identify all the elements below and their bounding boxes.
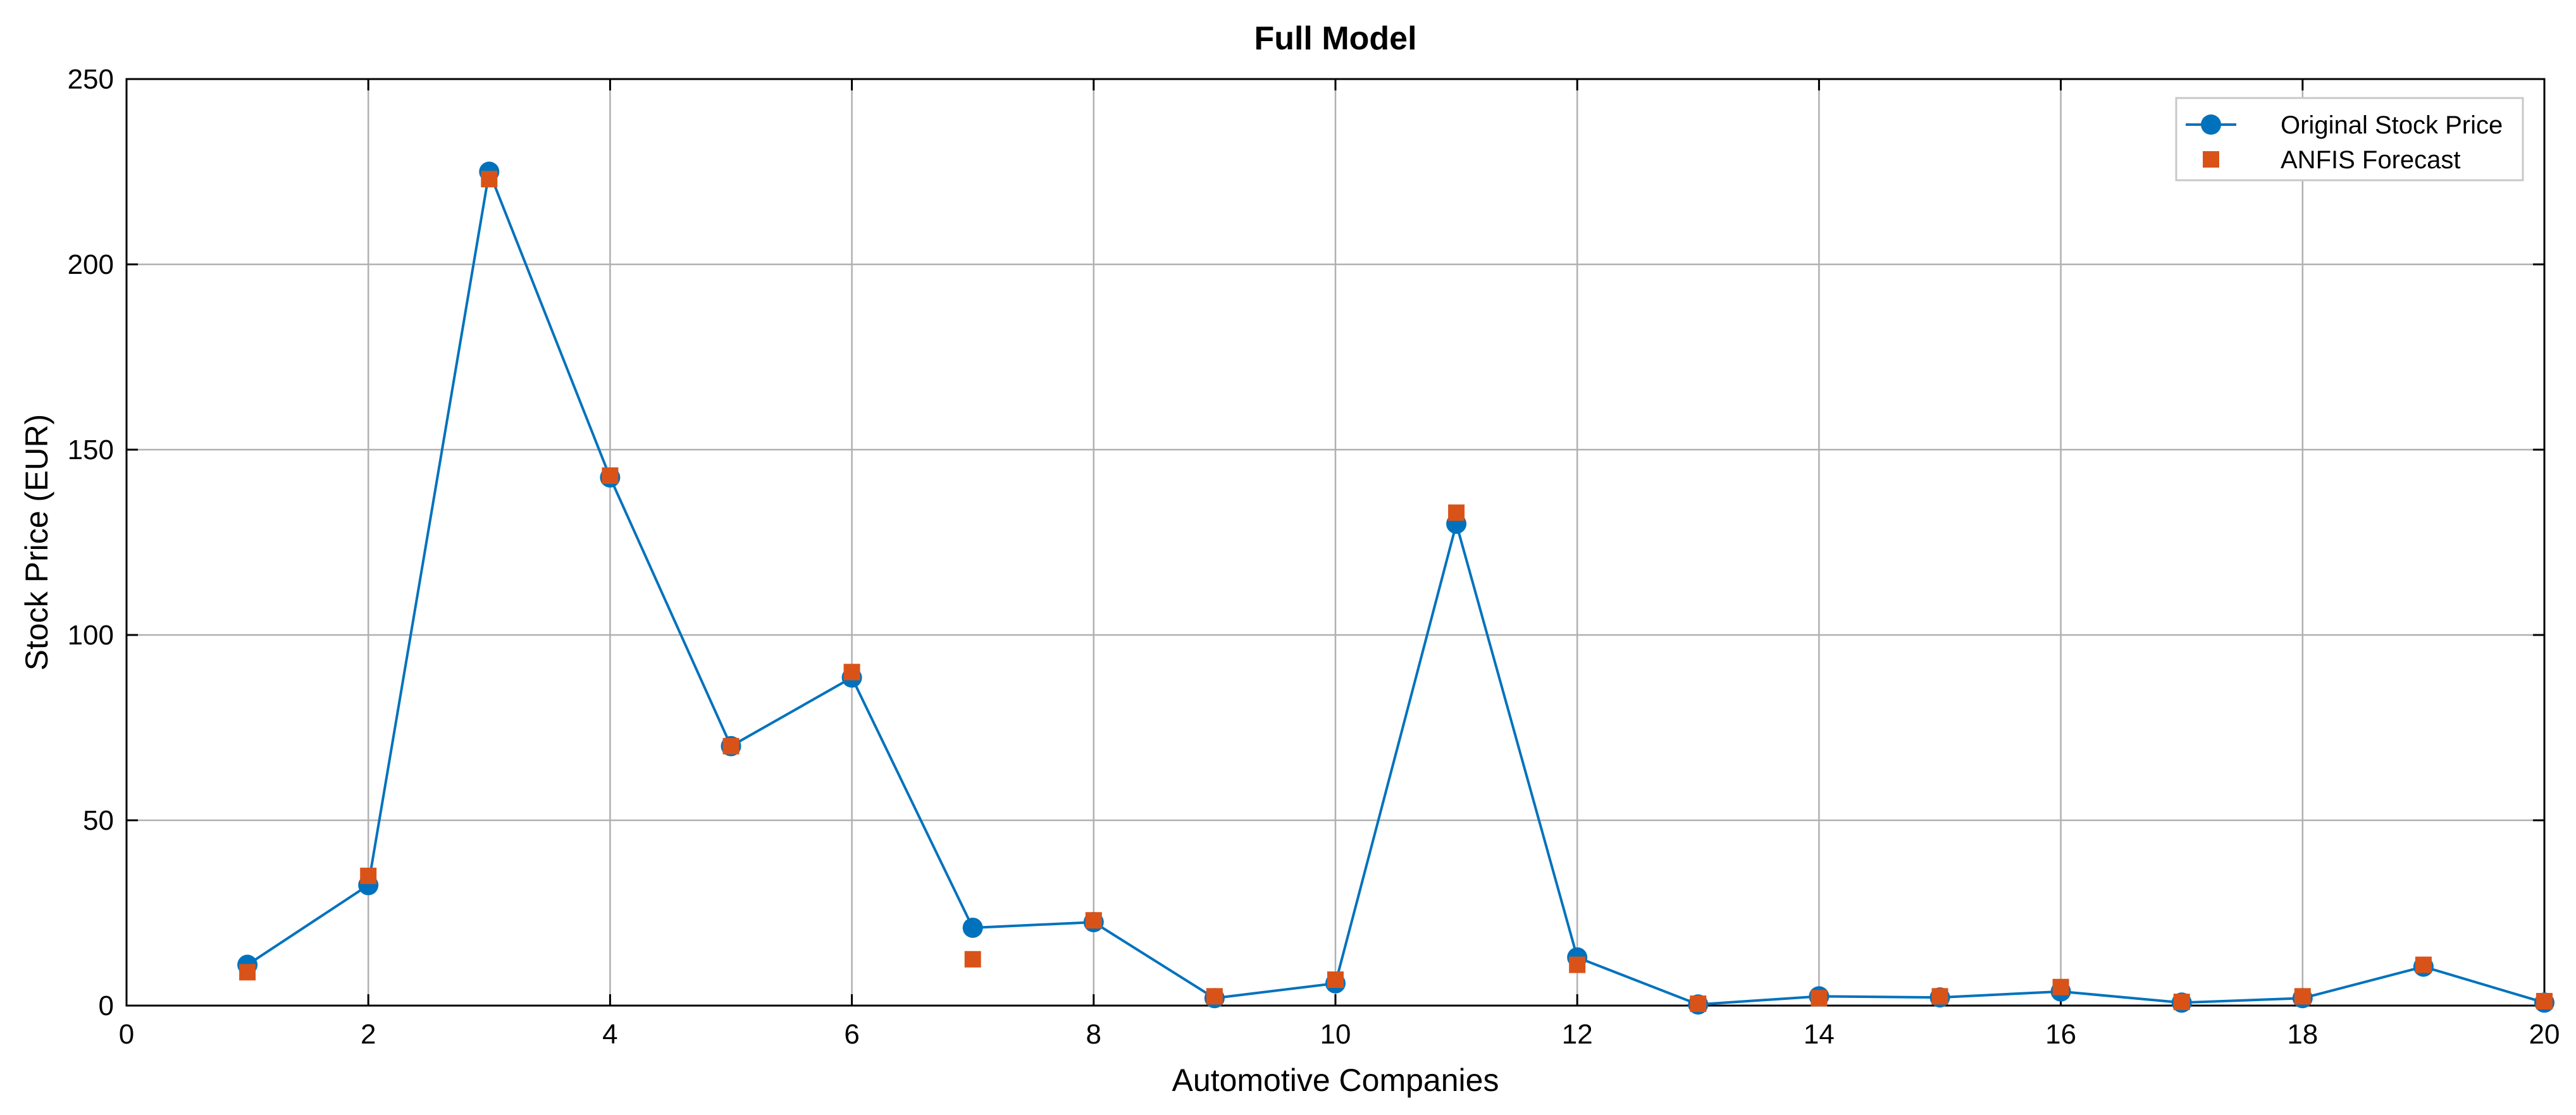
y-tick-label: 0 <box>99 990 114 1021</box>
legend-square-swatch <box>2203 151 2219 168</box>
x-tick-label: 14 <box>1804 1019 1835 1050</box>
anfis-forecast-point <box>2536 992 2553 1009</box>
anfis-forecast-point <box>1327 971 1344 988</box>
x-tick-label: 2 <box>361 1019 376 1050</box>
anfis-forecast-point <box>1569 956 1586 973</box>
anfis-forecast-point <box>2294 988 2311 1005</box>
y-tick-label: 250 <box>68 64 114 95</box>
series-layer <box>237 161 2554 1015</box>
grid <box>127 79 2544 1006</box>
anfis-forecast-point <box>1448 504 1465 521</box>
x-tick-label: 18 <box>2287 1019 2318 1050</box>
anfis-forecast-point <box>1811 990 1828 1007</box>
x-tick-label: 10 <box>1320 1019 1351 1050</box>
y-tick-label: 100 <box>68 620 114 651</box>
y-tick-label: 200 <box>68 249 114 280</box>
anfis-forecast-point <box>2415 956 2432 973</box>
legend-circle-swatch <box>2201 114 2221 135</box>
anfis-forecast-point <box>722 737 740 755</box>
anfis-forecast-point <box>360 867 377 884</box>
anfis-forecast-point <box>602 467 619 484</box>
x-tick-label: 6 <box>844 1019 859 1050</box>
legend-label-original: Original Stock Price <box>2281 111 2503 139</box>
legend-box <box>2175 97 2524 182</box>
anfis-forecast-point <box>1931 988 1948 1005</box>
chart-title: Full Model <box>1254 20 1416 57</box>
y-axis-label: Stock Price (EUR) <box>19 414 54 671</box>
x-tick-label: 8 <box>1086 1019 1101 1050</box>
y-tick-label: 50 <box>83 805 114 836</box>
x-axis-label: Automotive Companies <box>1172 1063 1499 1098</box>
x-tick-label: 4 <box>602 1019 617 1050</box>
x-tick-label: 20 <box>2529 1019 2560 1050</box>
original-stock-price-point <box>962 917 983 938</box>
anfis-forecast-point <box>481 171 498 188</box>
legend-label-forecast: ANFIS Forecast <box>2281 146 2461 174</box>
anfis-forecast-point <box>1206 988 1223 1005</box>
anfis-forecast-point <box>1690 995 1707 1013</box>
y-tick-label: 150 <box>68 434 114 465</box>
anfis-forecast-point <box>964 951 981 968</box>
anfis-forecast-point <box>1085 912 1102 929</box>
x-tick-label: 0 <box>119 1019 134 1050</box>
anfis-forecast-point <box>843 663 860 681</box>
legend: Original Stock Price ANFIS Forecast <box>2175 97 2524 182</box>
anfis-forecast-point <box>239 964 256 981</box>
x-tick-label: 12 <box>1562 1019 1593 1050</box>
x-tick-label: 16 <box>2045 1019 2076 1050</box>
anfis-forecast-point <box>2173 994 2190 1011</box>
anfis-forecast-point <box>2052 978 2069 995</box>
original-stock-price-line <box>246 170 2545 1006</box>
